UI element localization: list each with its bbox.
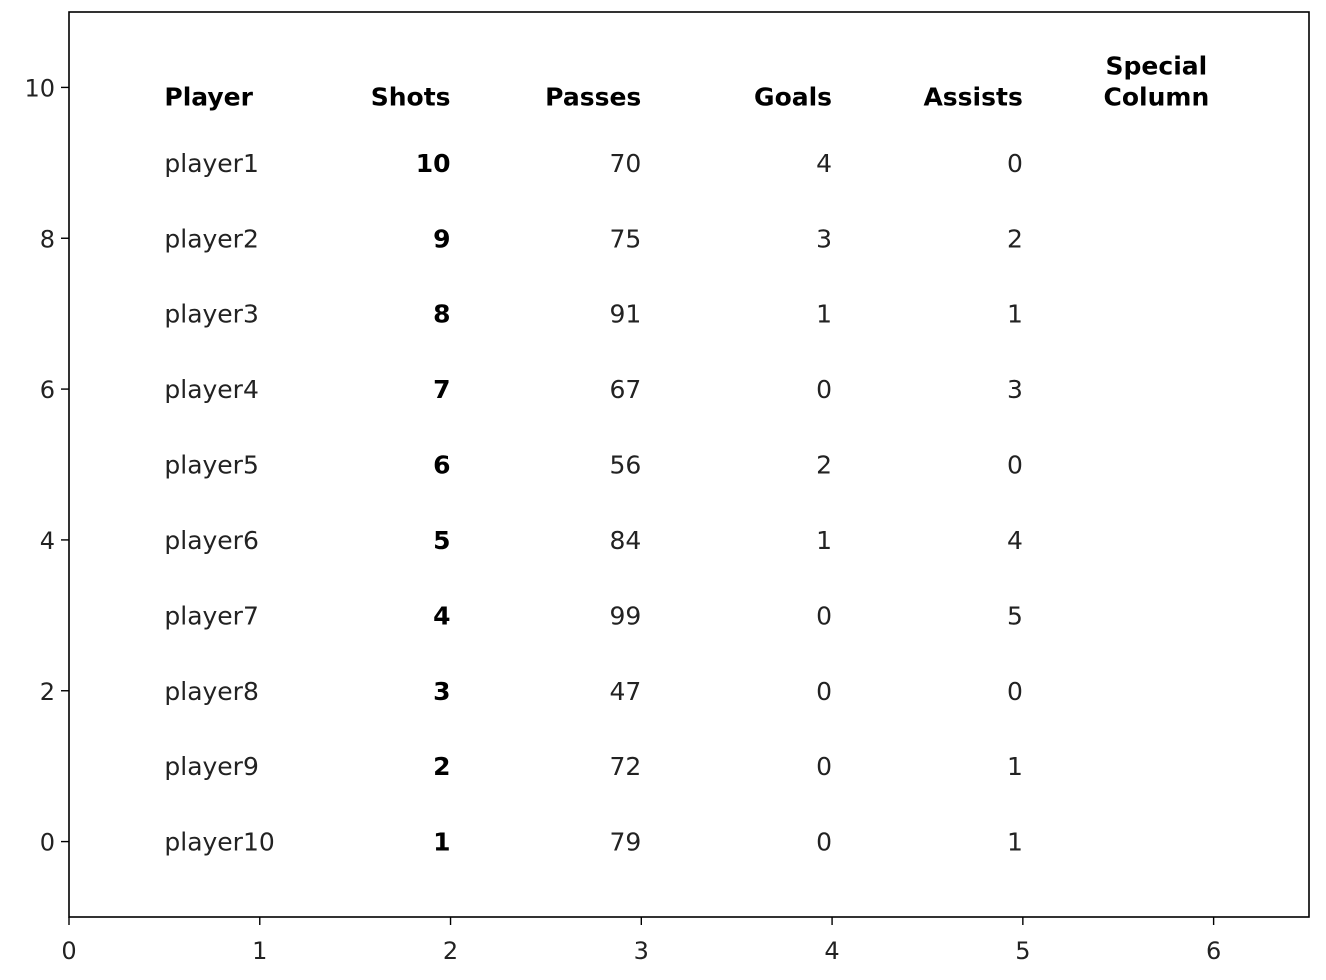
table-cell: player8 [164, 677, 259, 706]
table-cell: player5 [164, 451, 259, 480]
column-header: Special Column [1104, 52, 1210, 112]
table-cell: 47 [609, 677, 641, 706]
table-cell: 5 [433, 526, 450, 555]
table-cell: 1 [1007, 752, 1023, 781]
x-tick-label: 3 [634, 937, 649, 965]
table-cell: player1 [164, 149, 259, 178]
table-cell: 4 [433, 601, 450, 630]
column-header: Passes [545, 83, 641, 112]
table-cell: 0 [1007, 149, 1023, 178]
table-cell: 0 [1007, 451, 1023, 480]
table-cell: 5 [1007, 601, 1023, 630]
y-tick-label: 4 [40, 527, 55, 555]
table-cell: 3 [433, 677, 450, 706]
x-tick-label: 0 [61, 937, 76, 965]
x-tick-label: 5 [1015, 937, 1030, 965]
y-tick-label: 6 [40, 376, 55, 404]
y-tick-label: 2 [40, 678, 55, 706]
table-cell: 1 [433, 828, 450, 857]
table-cell: 2 [433, 752, 450, 781]
table-cell: 2 [1007, 224, 1023, 253]
table-cell: 0 [816, 375, 832, 404]
x-tick-label: 1 [252, 937, 267, 965]
axes-frame [68, 11, 1310, 918]
y-tick-label: 0 [40, 829, 55, 857]
table-cell: 4 [1007, 526, 1023, 555]
table-cell: player4 [164, 375, 259, 404]
table-cell: 3 [1007, 375, 1023, 404]
table-cell: 1 [1007, 828, 1023, 857]
column-header: Goals [754, 83, 832, 112]
column-header: Assists [923, 83, 1022, 112]
table-cell: player3 [164, 300, 259, 329]
table-cell: 1 [1007, 300, 1023, 329]
table-cell: player2 [164, 224, 259, 253]
table-cell: player9 [164, 752, 259, 781]
table-cell: player6 [164, 526, 259, 555]
table-cell: 8 [433, 300, 450, 329]
table-cell: 0 [816, 677, 832, 706]
table-cell: 91 [609, 300, 641, 329]
table-cell: 72 [609, 752, 641, 781]
table-cell: player10 [164, 828, 274, 857]
y-tick-label: 10 [24, 74, 55, 102]
table-cell: 56 [609, 451, 641, 480]
table-cell: 0 [816, 828, 832, 857]
table-cell: 10 [416, 149, 451, 178]
column-header: Player [164, 83, 253, 112]
table-cell: 9 [433, 224, 450, 253]
table-cell: 7 [433, 375, 450, 404]
table-cell: 1 [816, 526, 832, 555]
column-header: Shots [371, 83, 451, 112]
table-cell: 79 [609, 828, 641, 857]
table-cell: 0 [816, 752, 832, 781]
table-cell: 99 [609, 601, 641, 630]
table-cell: 70 [609, 149, 641, 178]
table-cell: 84 [609, 526, 641, 555]
y-tick-label: 8 [40, 225, 55, 253]
table-cell: 0 [816, 601, 832, 630]
table-cell: 4 [816, 149, 832, 178]
table-cell: 6 [433, 451, 450, 480]
table-cell: 3 [816, 224, 832, 253]
x-tick-label: 4 [824, 937, 839, 965]
x-tick-label: 6 [1206, 937, 1221, 965]
table-cell: 75 [609, 224, 641, 253]
table-cell: 67 [609, 375, 641, 404]
x-tick-label: 2 [443, 937, 458, 965]
table-cell: 1 [816, 300, 832, 329]
table-cell: 2 [816, 451, 832, 480]
table-cell: player7 [164, 601, 259, 630]
table-cell: 0 [1007, 677, 1023, 706]
